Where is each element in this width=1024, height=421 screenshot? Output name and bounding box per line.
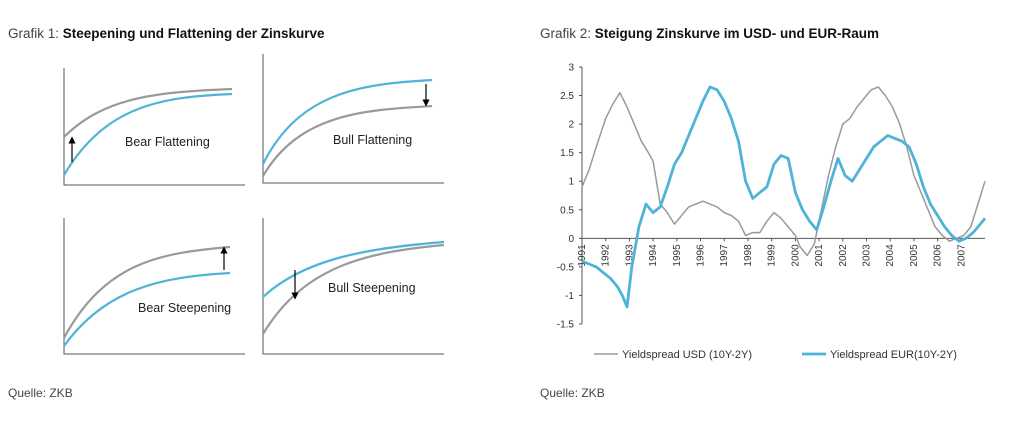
x-tick-label: 2007 xyxy=(956,244,967,267)
panel3-axis xyxy=(63,218,245,355)
y-tick-label: 1.5 xyxy=(560,148,574,159)
y-tick-label: -1.5 xyxy=(557,320,575,331)
x-tick-label: 1991 xyxy=(577,244,588,267)
y-tick-label: 1 xyxy=(568,177,574,188)
panel-bear-flattening: Bear Flattening xyxy=(63,68,245,186)
panel1-label: Bear Flattening xyxy=(125,135,210,149)
panel1-blue-curve xyxy=(63,92,233,176)
panel1-axis xyxy=(63,68,245,186)
chart2-source: Quelle: ZKB xyxy=(540,386,605,400)
chart1-title-text: Steepening und Flattening der Zinskurve xyxy=(62,26,325,41)
chart1-title-prefix: Grafik 1: xyxy=(8,26,63,41)
legend-usd-label: Yieldspread USD (10Y-2Y) xyxy=(622,349,752,361)
chart1-panels: Bear Flattening Bull Flattening Bear Ste… xyxy=(63,54,445,355)
panel2-blue-curve xyxy=(262,78,433,165)
x-tick-label: 2005 xyxy=(909,244,920,267)
panel4-label: Bull Steepening xyxy=(328,281,416,295)
x-tick-label: 1994 xyxy=(648,244,659,267)
x-tick-label: 2001 xyxy=(814,244,825,267)
series-usd-line xyxy=(581,86,986,257)
panel2-axis xyxy=(262,54,444,184)
panel-bull-flattening: Bull Flattening xyxy=(262,54,444,184)
x-tick-label: 1997 xyxy=(719,244,730,267)
x-tick-label: 2000 xyxy=(790,244,801,267)
panel1-grey-curve xyxy=(63,87,233,138)
x-tick-label: 1999 xyxy=(767,244,778,267)
chart2-title-prefix: Grafik 2: xyxy=(540,26,595,41)
x-tick-label: 2002 xyxy=(838,244,849,267)
chart1-title: Grafik 1: Steepening und Flattening der … xyxy=(8,26,325,41)
y-tick-label: 0.5 xyxy=(560,205,574,216)
panel2-grey-curve xyxy=(262,104,433,177)
panel4-grey-curve xyxy=(262,243,445,335)
y-tick-label: -0.5 xyxy=(557,262,575,273)
chart2-title: Grafik 2: Steigung Zinskurve im USD- und… xyxy=(540,26,879,41)
x-tick-label: 1995 xyxy=(672,244,683,267)
panel3-grey-curve xyxy=(63,245,231,339)
y-tick-label: 0 xyxy=(568,234,574,245)
y-tick-label: -1 xyxy=(565,291,574,302)
x-tick-label: 2003 xyxy=(861,244,872,267)
x-tick-label: 1993 xyxy=(624,244,635,267)
y-tick-label: 2.5 xyxy=(560,91,574,102)
panel3-blue-curve xyxy=(63,271,231,347)
x-tick-label: 1996 xyxy=(696,244,707,267)
panel-bear-steepening: Bear Steepening xyxy=(63,218,245,355)
panel4-blue-curve xyxy=(262,240,445,298)
panel2-label: Bull Flattening xyxy=(333,133,412,147)
y-tick-label: 2 xyxy=(568,120,574,131)
panel-bull-steepening: Bull Steepening xyxy=(262,218,445,355)
panel4-axis xyxy=(262,218,444,355)
series-eur-line xyxy=(581,85,987,309)
legend-eur-label: Yieldspread EUR(10Y-2Y) xyxy=(830,349,957,361)
x-tick-label: 1998 xyxy=(743,244,754,267)
panel3-label: Bear Steepening xyxy=(138,301,231,315)
x-tick-label: 1992 xyxy=(601,244,612,267)
x-tick-label: 2006 xyxy=(933,244,944,267)
x-tick-label: 2004 xyxy=(885,244,896,267)
chart1-source: Quelle: ZKB xyxy=(8,386,73,400)
y-tick-label: 3 xyxy=(568,63,574,74)
chart2-title-text: Steigung Zinskurve im USD- und EUR-Raum xyxy=(594,26,880,41)
